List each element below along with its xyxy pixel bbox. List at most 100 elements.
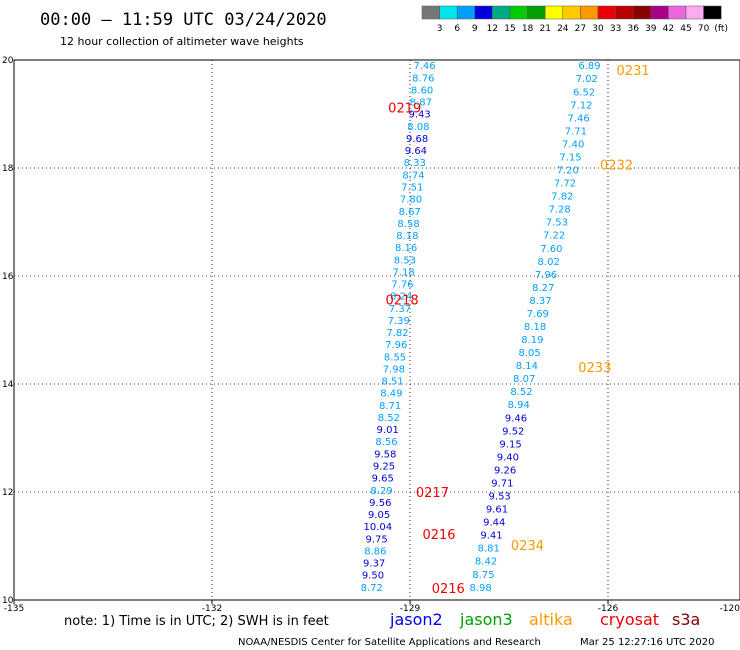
pass-label: 0231	[617, 64, 650, 79]
wave-height-value: 7.18	[393, 267, 415, 278]
pass-label: 0217	[416, 486, 449, 501]
legend-label: 9	[472, 24, 478, 34]
x-tick-label: -126	[598, 604, 619, 614]
wave-height-value: 8.33	[404, 158, 426, 169]
wave-height-value: 7.28	[548, 205, 570, 216]
wave-height-value: 8.87	[410, 98, 432, 109]
mission-cryosat: cryosat	[600, 610, 659, 629]
wave-height-value: 8.72	[361, 583, 383, 594]
wave-height-value: 7.37	[389, 304, 411, 315]
pass-label: 0218	[386, 293, 419, 308]
pass-labels: 0219 0218 0217 0216 0216 0231 0232 0233 0234	[386, 64, 650, 597]
y-tick-label: 16	[2, 272, 14, 282]
wave-height-value: 7.71	[565, 126, 587, 137]
y-tick-label: 20	[2, 56, 14, 66]
wave-height-value: 9.71	[491, 478, 513, 489]
wave-height-value: 8.58	[397, 219, 419, 230]
legend-swatch	[544, 5, 564, 20]
legend-swatch	[685, 5, 704, 20]
wave-height-value: 9.75	[365, 534, 387, 545]
wave-height-value: 9.25	[373, 462, 395, 473]
wave-height-value: 9.46	[505, 413, 527, 424]
wave-height-value: 7.98	[383, 364, 405, 375]
wave-height-value: 8.53	[394, 255, 416, 266]
wave-height-value: 8.55	[384, 352, 406, 363]
x-tick-label: -120	[720, 604, 740, 614]
wave-height-value: 7.53	[546, 218, 568, 229]
legend-swatch	[562, 5, 581, 20]
wave-height-value: 8.18	[396, 231, 418, 242]
wave-height-value: 8.76	[412, 73, 434, 84]
wave-height-value: 8.71	[379, 401, 401, 412]
wave-height-value: 9.43	[408, 110, 430, 121]
legend-label: 70	[698, 24, 710, 34]
y-tick-label: 10	[2, 596, 14, 606]
legend-label: 39	[645, 24, 657, 34]
x-axis-ticks: -135-132-129-126-123-120	[4, 600, 740, 614]
mission-jason2: jason2	[389, 610, 443, 629]
legend-label: 12	[487, 24, 498, 34]
wave-height-value: 9.44	[483, 518, 505, 529]
footer-credit: NOAA/NESDIS Center for Satellite Applica…	[238, 637, 541, 648]
wave-height-value: 7.22	[543, 231, 565, 242]
wave-height-value: 7.80	[400, 195, 422, 206]
wave-height-value: 10.04	[364, 522, 393, 533]
wave-height-value: 7.82	[551, 192, 573, 203]
wave-height-value: 8.98	[469, 583, 491, 594]
satellite-tracks: 7.468.768.608.879.438.089.689.648.338.74…	[361, 61, 601, 594]
wave-height-value: 7.02	[576, 74, 598, 85]
wave-height-value: 7.46	[413, 61, 435, 72]
y-tick-label: 18	[2, 164, 14, 174]
legend-swatch	[597, 5, 616, 20]
legend-label: 30	[592, 24, 604, 34]
wave-height-value: 8.52	[510, 387, 532, 398]
x-tick-label: -135	[4, 604, 24, 614]
legend-swatch	[632, 5, 652, 20]
color-scale-legend: 3 6 9 12 15 18 21 24 27 30 33 36 39 42 45 70 (ft)	[421, 5, 728, 34]
wave-height-value: 9.56	[369, 498, 391, 509]
wave-height-value: 8.56	[375, 437, 397, 448]
legend-label: 21	[539, 24, 550, 34]
legend-swatch	[439, 5, 458, 20]
wave-height-value: 8.94	[508, 400, 530, 411]
legend-label: 15	[504, 24, 515, 34]
wave-height-value: 8.18	[524, 322, 546, 333]
grid-lines	[14, 60, 740, 600]
mission-legend: jason2 jason3 altika cryosat s3a	[389, 610, 700, 629]
pass-label: 0232	[600, 158, 633, 173]
wave-height-value: 9.53	[489, 492, 511, 503]
wave-height-value: 9.68	[406, 134, 428, 145]
y-tick-label: 12	[2, 488, 13, 498]
wave-height-value: 6.89	[578, 61, 600, 72]
legend-label: 27	[575, 24, 586, 34]
wave-height-value: 8.49	[380, 389, 402, 400]
wave-height-value: 7.69	[527, 309, 549, 320]
wave-height-value: 9.41	[480, 531, 502, 542]
legend-label: (ft)	[714, 24, 728, 34]
wave-height-value: 7.82	[386, 328, 408, 339]
wave-height-value: 8.52	[378, 413, 400, 424]
y-axis-ticks: 10 12 14 16 18 20	[2, 56, 14, 606]
x-tick-label: -132	[202, 604, 222, 614]
wave-height-value: 7.40	[562, 139, 584, 150]
wave-height-value: 8.08	[407, 122, 429, 133]
page-title: 00:00 — 11:59 UTC 03/24/2020	[40, 10, 327, 30]
legend-swatch	[421, 5, 440, 20]
legend-swatch	[580, 5, 599, 20]
page-subtitle: 12 hour collection of altimeter wave hei…	[60, 35, 304, 48]
y-tick-label: 14	[2, 380, 14, 390]
legend-swatch	[615, 5, 634, 20]
legend-swatch	[492, 5, 511, 20]
wave-height-value: 7.76	[391, 280, 413, 291]
wave-height-value: 8.16	[395, 243, 417, 254]
wave-height-value: 8.07	[513, 374, 535, 385]
wave-height-value: 8.81	[478, 544, 500, 555]
wave-height-value: 9.50	[362, 571, 384, 582]
wave-height-value: 9.40	[497, 452, 519, 463]
legend-swatch	[474, 5, 493, 20]
pass-label: 0216	[422, 528, 455, 543]
legend-swatch	[650, 5, 669, 20]
footer-note: note: 1) Time is in UTC; 2) SWH is in fe…	[64, 614, 329, 629]
legend-label: 36	[627, 24, 639, 34]
